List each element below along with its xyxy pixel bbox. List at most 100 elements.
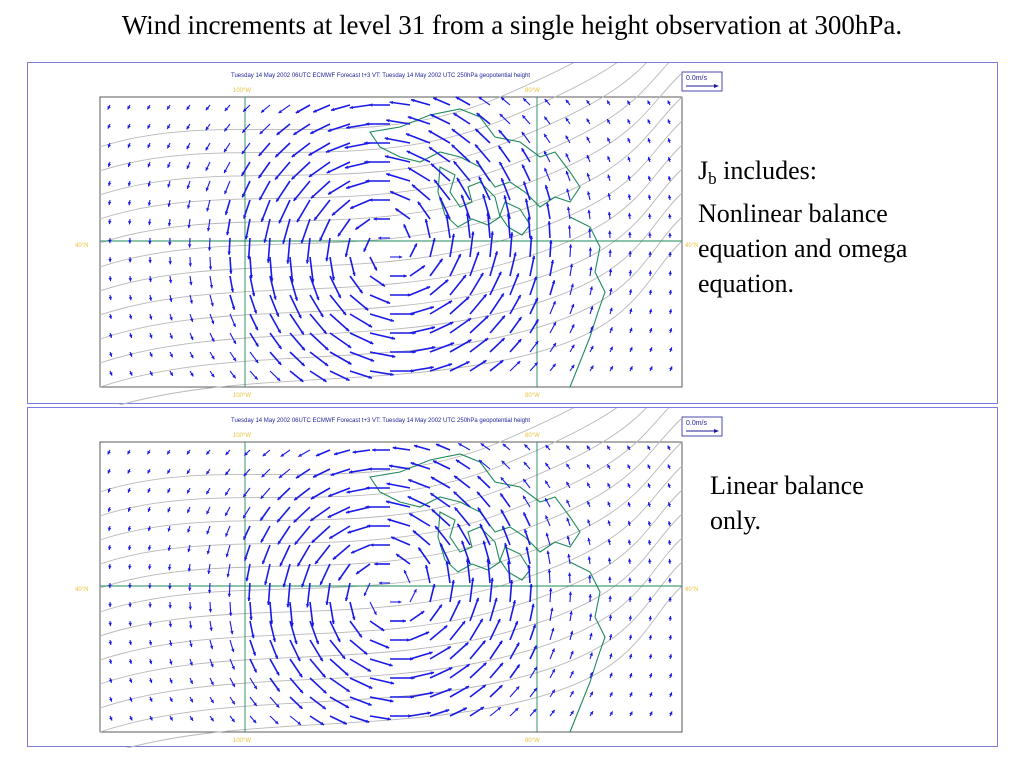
- wind-arrow-head: [466, 664, 470, 668]
- wind-arrow-head: [668, 328, 673, 332]
- wind-arrow-head: [107, 450, 111, 455]
- wind-arrow-head: [107, 144, 111, 148]
- wind-arrow-head: [313, 474, 317, 478]
- wind-arrow: [274, 161, 291, 181]
- wind-arrow-head: [358, 633, 362, 638]
- wind-arrow: [469, 315, 489, 334]
- wind-arrow: [456, 177, 471, 201]
- wind-arrow-head: [261, 109, 265, 113]
- wind-arrow-head: [608, 249, 612, 253]
- wind-arrow-head: [243, 493, 247, 498]
- wind-arrow-head: [389, 663, 393, 667]
- wind-arrow-head: [224, 148, 228, 153]
- wind-arrow-head: [107, 508, 112, 512]
- wind-arrow-head: [406, 150, 411, 154]
- wind-arrow-head: [587, 228, 592, 232]
- wind-arrow: [489, 597, 498, 622]
- wind-arrow-head: [649, 692, 653, 696]
- wind-arrow-head: [369, 340, 374, 345]
- wind-arrow-head: [232, 374, 236, 379]
- wind-arrow-head: [232, 323, 236, 328]
- wind-arrow: [500, 177, 511, 201]
- wind-arrow-head: [209, 627, 213, 631]
- wind-arrow-head: [545, 515, 549, 519]
- wind-arrow-head: [544, 150, 548, 155]
- wind-arrow-head: [667, 521, 672, 525]
- wind-arrow-head: [647, 175, 652, 180]
- wind-arrow-head: [647, 483, 651, 487]
- wind-arrow-head: [345, 510, 350, 514]
- wind-arrow-head: [311, 539, 316, 543]
- wind-arrow-head: [169, 353, 173, 358]
- wind-arrow: [384, 137, 411, 144]
- wind-arrow: [386, 482, 411, 489]
- wind-arrow-head: [169, 698, 173, 702]
- lat-label-40n-right: 40°N: [685, 243, 698, 249]
- wind-arrow-head: [319, 581, 324, 585]
- wind-arrow: [429, 258, 444, 277]
- wind-arrow-head: [127, 124, 131, 129]
- wind-arrow-head: [445, 709, 450, 713]
- wind-arrow-head: [627, 156, 631, 161]
- wind-arrow-head: [291, 153, 296, 158]
- height-contour: [99, 489, 683, 661]
- wind-arrow-head: [334, 451, 338, 456]
- wind-arrow-head: [167, 125, 171, 129]
- wind-arrow-head: [439, 258, 443, 263]
- wind-arrow-head: [433, 97, 437, 101]
- wind-arrow: [274, 142, 291, 158]
- wind-arrow: [337, 563, 351, 581]
- wind-arrow-head: [314, 216, 318, 221]
- wind-arrow-head: [294, 640, 298, 645]
- wind-arrow: [269, 294, 280, 317]
- wind-arrow-head: [147, 566, 152, 570]
- wind-arrow-head: [108, 641, 113, 645]
- wind-arrow: [409, 631, 430, 641]
- legend-label: 0.0m/s: [686, 420, 708, 427]
- wind-arrow-head: [457, 253, 461, 258]
- wind-arrow-head: [571, 303, 575, 308]
- wind-arrow-head: [547, 221, 551, 225]
- wind-arrow: [429, 709, 450, 717]
- wind-arrow-head: [209, 284, 214, 289]
- wind-arrow-head: [668, 309, 673, 313]
- wind-arrow-head: [391, 354, 396, 358]
- legend-label: 0.0m/s: [686, 75, 708, 82]
- wind-arrow: [309, 351, 329, 367]
- wind-arrow-head: [647, 464, 651, 469]
- wind-arrow-head: [499, 113, 504, 118]
- wind-arrow-head: [128, 565, 132, 570]
- lon-label-80w-top: 80°W: [525, 88, 540, 94]
- wind-arrow-head: [544, 116, 548, 121]
- wind-arrow: [257, 161, 271, 179]
- wind-arrow-head: [107, 124, 111, 129]
- wind-arrow-head: [346, 688, 350, 692]
- height-contour: [99, 408, 618, 517]
- wind-arrow-head: [607, 501, 611, 506]
- wind-arrow-head: [668, 289, 673, 294]
- wind-arrow-head: [482, 684, 486, 689]
- annotation-line4: equation.: [698, 269, 795, 298]
- wind-arrow-head: [627, 539, 632, 544]
- wind-arrow: [417, 547, 431, 565]
- wind-arrow-head: [210, 681, 214, 686]
- wind-arrow-head: [569, 263, 574, 268]
- wind-arrow-head: [527, 216, 531, 221]
- wind-arrow-head: [108, 277, 112, 282]
- wind-arrow: [329, 639, 346, 660]
- lat-label-40n-right: 40°N: [685, 587, 698, 593]
- wind-arrow-head: [408, 167, 412, 171]
- wind-arrow-head: [169, 372, 173, 376]
- wind-arrow-head: [291, 175, 296, 180]
- wind-arrow-head: [649, 366, 653, 371]
- wind-arrow: [429, 624, 448, 641]
- height-contour: [99, 63, 669, 220]
- wind-arrow-head: [668, 654, 673, 658]
- wind-arrow-head: [253, 702, 257, 706]
- wind-arrow-head: [389, 464, 393, 468]
- wind-arrow-head: [368, 685, 373, 689]
- map-panel-linear: Tuesday 14 May 2002 06UTC ECMWF Forecast…: [27, 407, 998, 748]
- wind-arrow-head: [490, 231, 494, 235]
- wind-arrow-head: [374, 562, 378, 566]
- wind-arrow-head: [294, 541, 299, 545]
